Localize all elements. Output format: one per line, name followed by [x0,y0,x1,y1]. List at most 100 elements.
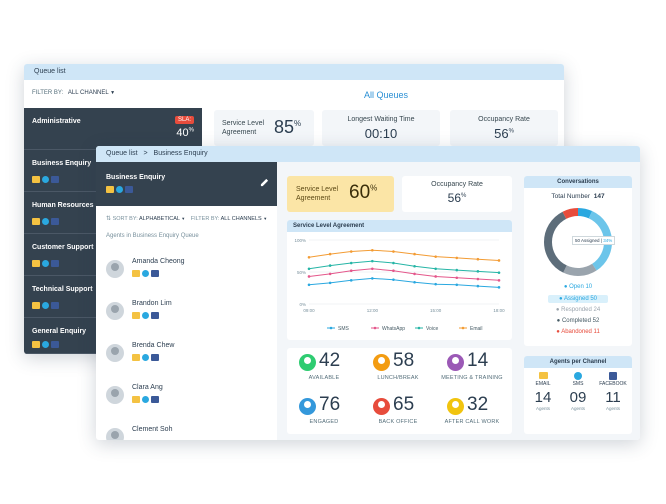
queue-name: Business Enquiry [32,160,92,167]
sms-icon [42,341,49,348]
sort-dropdown[interactable]: ALPHABETICAL ▼ [139,216,185,222]
sla-label: Service Level Agreement [296,186,339,202]
channel-icons [132,396,159,403]
legend-abandoned[interactable]: ● Abandoned 11 [556,329,600,335]
legend-responded[interactable]: ● Responded 24 [555,307,601,313]
sla-value: 60% [349,182,378,203]
data-point [497,259,501,262]
agents-heading: Agents in Business Enquiry Queue [106,233,199,239]
data-point [434,275,437,278]
data-point [307,275,311,278]
facebook-icon [125,186,133,193]
all-queues-title: All Queues [364,90,409,100]
series-line-email [308,249,500,261]
donut-slice[interactable] [577,208,593,219]
back-occupancy-card: Occupancy Rate 56% [450,110,558,146]
channel-email: EMAIL 14 Agents [526,372,560,411]
filter-value: ALL CHANNELS [220,216,262,222]
channel-sms: SMS 09 Agents [561,372,595,411]
edit-pencil-icon[interactable] [260,178,269,187]
total-number: Total Number 147 [551,193,605,200]
email-icon [32,341,40,348]
agent-row[interactable]: Amanda Cheong [106,252,266,290]
filter-dropdown[interactable]: ALL CHANNEL ▼ [68,90,115,96]
data-point [476,284,480,288]
queue-list-header: Queue list [24,64,564,80]
data-point [413,280,416,284]
data-point [328,252,332,256]
sms-icon [574,372,582,380]
data-point [307,255,311,259]
sla-card: Service Level Agreement 60% [287,176,394,212]
data-point [476,257,480,261]
channel-icons [132,312,159,319]
email-icon [32,218,40,225]
queue-name: General Enquiry [32,328,87,335]
x-tick-label: 18:00 [493,308,505,313]
data-point [455,283,459,287]
sort-label: SORT BY: [112,216,138,222]
breadcrumb-root[interactable]: Queue list [106,150,138,157]
agent-row[interactable]: Brandon Lim [106,294,266,332]
legend-marker [329,326,333,330]
email-icon [32,302,40,309]
stat-meeting-training[interactable]: 14 MEETING & TRAINING [441,350,503,381]
stat-engaged[interactable]: 76 ENGAGED [289,392,359,432]
user-icon [447,354,464,371]
agent-status-card: 42 AVAILABLE 58 LUNCH/BREAK 14 MEETING &… [287,348,512,434]
avatar [106,428,124,440]
data-point [413,264,416,268]
agent-name: Amanda Cheong [132,258,185,265]
facebook-icon [151,312,159,319]
legend-label: Voice [426,326,438,332]
queue-item-administrative[interactable]: Administrative SLA: 40% [24,108,202,150]
user-icon [373,398,390,415]
facebook-icon [51,176,59,183]
agent-row[interactable]: Clara Ang [106,378,266,416]
filter-dropdown[interactable]: ALL CHANNELS ▼ [221,216,268,222]
legend-marker [461,326,465,330]
data-point [328,272,332,276]
agent-row[interactable]: Brenda Chew [106,336,266,374]
queue-name: Customer Support [32,244,94,251]
donut-slice[interactable] [563,263,597,276]
queue-name: Human Resources [32,202,94,209]
legend-open[interactable]: ● Open 10 [563,284,593,290]
stat-back-office[interactable]: 65 BACK OFFICE [363,392,433,432]
data-point [371,267,374,271]
agent-row[interactable]: Clement Soh [106,420,266,440]
data-point [455,276,459,280]
dot-icon: ● [556,329,560,335]
agent-name: Clement Soh [132,426,173,433]
donut-slice[interactable] [544,211,567,273]
channel-icons [132,270,159,277]
occupancy-label: Occupancy Rate [478,116,530,123]
filter-label: FILTER BY: [32,90,64,96]
filter-value: ALL CHANNEL [67,90,109,96]
facebook-icon [151,270,159,277]
donut-slice[interactable] [562,208,579,219]
legend-marker [373,326,377,330]
email-icon [32,260,40,267]
email-icon [106,186,114,193]
data-point [392,250,395,253]
user-icon [299,354,316,371]
stat-after-call-work[interactable]: 32 AFTER CALL WORK [444,394,500,425]
data-point [392,261,395,265]
queue-list-title: Queue list [34,68,66,75]
facebook-icon [609,372,617,380]
legend-completed[interactable]: ● Completed 52 [556,318,600,324]
filter-label: FILTER BY: [190,216,220,222]
donut-tooltip: 50 Assigned | 34% [572,236,616,245]
dot-icon: ● [559,296,563,302]
x-tick-label: 12:00 [367,308,379,313]
stat-lunch-break[interactable]: 58 LUNCH/BREAK [363,348,433,388]
avatar [106,386,124,404]
data-point [349,269,353,273]
data-point [371,248,374,252]
legend-label: Email [470,326,483,332]
legend-assigned[interactable]: ● Assigned 50 [548,295,608,303]
dot-icon: ● [556,318,561,324]
agents-per-channel-card: Agents per Channel EMAIL 14 Agents SMS 0… [524,356,632,434]
stat-available[interactable]: 42 AVAILABLE [289,348,359,388]
